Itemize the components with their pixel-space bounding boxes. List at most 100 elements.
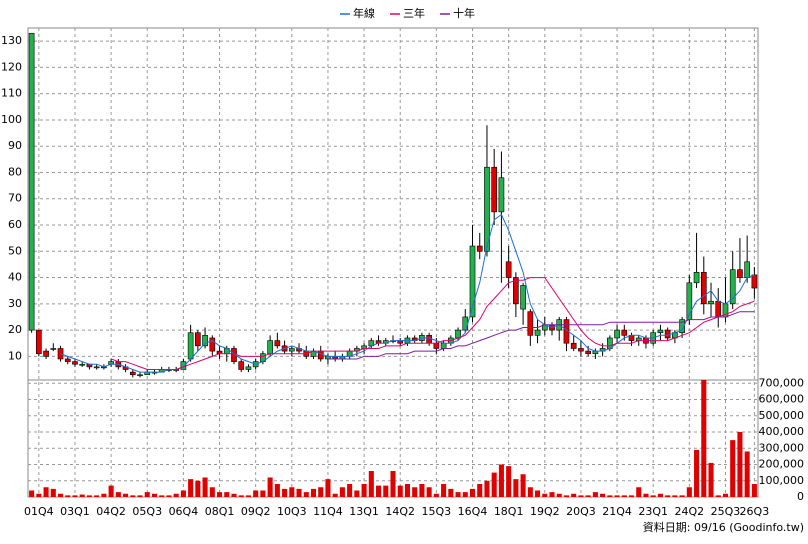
volume-bar bbox=[202, 477, 208, 497]
volume-bar bbox=[751, 484, 757, 497]
volume-bar bbox=[72, 495, 78, 497]
x-tick-label: 18Q1 bbox=[494, 505, 524, 518]
candle-body bbox=[469, 245, 476, 318]
y-tick-label: 60 bbox=[8, 218, 22, 231]
volume-bar bbox=[469, 488, 476, 497]
volume-bar bbox=[390, 471, 396, 497]
volume-bar bbox=[289, 487, 295, 497]
x-tick-label: 06Q4 bbox=[169, 505, 199, 518]
candle-body bbox=[79, 363, 86, 366]
volume-bar bbox=[455, 492, 461, 497]
candle-body bbox=[751, 274, 758, 289]
volume-bar bbox=[607, 495, 613, 497]
x-tick-label: 23Q1 bbox=[638, 505, 668, 518]
volume-bar bbox=[253, 490, 259, 497]
y-tick-label: 110 bbox=[1, 87, 22, 100]
candle-body bbox=[202, 335, 208, 347]
volume-bar bbox=[419, 484, 425, 497]
volume-bar bbox=[224, 492, 230, 497]
candle-body bbox=[498, 177, 505, 213]
volume-bar bbox=[354, 490, 360, 497]
legend-label: 十年 bbox=[453, 6, 475, 20]
ma-line bbox=[328, 311, 755, 360]
legend-label: 年線 bbox=[353, 6, 375, 20]
candle-body bbox=[744, 261, 750, 278]
volume-bar bbox=[412, 487, 418, 497]
volume-bar bbox=[310, 488, 317, 497]
volume-bar bbox=[614, 495, 620, 497]
volume-bar bbox=[679, 495, 685, 497]
volume-bar bbox=[491, 472, 497, 497]
y-tick-label: 90 bbox=[8, 139, 22, 152]
y-tick-label: 80 bbox=[8, 165, 22, 178]
x-tick-label: 15Q3 bbox=[422, 505, 452, 518]
candle-body bbox=[43, 350, 49, 357]
volume-bar bbox=[643, 493, 649, 497]
volume-bar bbox=[296, 488, 302, 497]
volume-bar bbox=[737, 432, 743, 497]
volume-bar bbox=[368, 471, 374, 497]
y2-tick-label: 300,000 bbox=[759, 441, 805, 454]
volume-bar bbox=[722, 493, 729, 497]
candle-body bbox=[129, 371, 136, 376]
volume-bar bbox=[108, 485, 114, 497]
volume-bar bbox=[484, 480, 490, 497]
volume-bar bbox=[563, 495, 569, 497]
candle-body bbox=[527, 311, 534, 336]
volume-bar bbox=[744, 451, 750, 497]
candle-body bbox=[93, 366, 100, 369]
volume-bar bbox=[672, 495, 678, 497]
volume-bar bbox=[144, 492, 150, 497]
candle-body bbox=[520, 285, 526, 310]
candle-body bbox=[50, 348, 57, 350]
volume-bar bbox=[101, 493, 107, 497]
volume-bar bbox=[462, 492, 468, 497]
volume-bar bbox=[513, 479, 519, 497]
candle-body bbox=[28, 32, 35, 331]
volume-bar bbox=[65, 495, 71, 497]
x-tick-label: 19Q2 bbox=[530, 505, 560, 518]
candle-body bbox=[708, 300, 714, 305]
volume-bar bbox=[151, 493, 158, 497]
x-tick-label: 24Q2 bbox=[675, 505, 705, 518]
candle-body bbox=[614, 329, 620, 339]
volume-bar bbox=[43, 487, 49, 497]
candle-body bbox=[729, 269, 736, 305]
volume-bar bbox=[217, 492, 223, 497]
y-tick-label: 50 bbox=[8, 244, 22, 257]
y2-tick-label: 100,000 bbox=[759, 474, 805, 487]
volume-bar bbox=[339, 487, 345, 497]
volume-bar bbox=[404, 484, 410, 497]
volume-bar bbox=[231, 493, 237, 497]
volume-bar bbox=[549, 492, 555, 497]
ma-line bbox=[110, 277, 755, 370]
candle-body bbox=[715, 300, 722, 318]
volume-bar bbox=[441, 484, 447, 497]
y-tick-label: 30 bbox=[8, 297, 22, 310]
candle-body bbox=[737, 269, 743, 278]
volume-bar bbox=[137, 495, 143, 497]
volume-bar bbox=[520, 474, 526, 497]
volume-bar bbox=[180, 490, 186, 497]
volume-bar bbox=[383, 485, 389, 497]
y-tick-label: 70 bbox=[8, 192, 22, 205]
y2-tick-label: 600,000 bbox=[759, 393, 805, 406]
y2-tick-label: 200,000 bbox=[759, 458, 805, 471]
volume-bar bbox=[376, 485, 382, 497]
candle-body bbox=[476, 245, 483, 252]
volume-bar bbox=[361, 484, 367, 497]
x-tick-label: 20Q3 bbox=[566, 505, 596, 518]
volume-bar bbox=[498, 464, 504, 497]
x-tick-label: 25Q3 bbox=[711, 505, 741, 518]
y-tick-label: 10 bbox=[8, 349, 22, 362]
plot-frame bbox=[27, 27, 759, 498]
candle-body bbox=[534, 329, 541, 336]
volume-bar bbox=[694, 449, 700, 497]
volume-bar bbox=[506, 466, 512, 497]
candle-body bbox=[664, 329, 671, 339]
volume-bar bbox=[57, 493, 64, 497]
volume-bar bbox=[86, 495, 92, 497]
x-tick-label: 11Q4 bbox=[313, 505, 343, 518]
x-tick-label: 26Q3 bbox=[740, 505, 770, 518]
